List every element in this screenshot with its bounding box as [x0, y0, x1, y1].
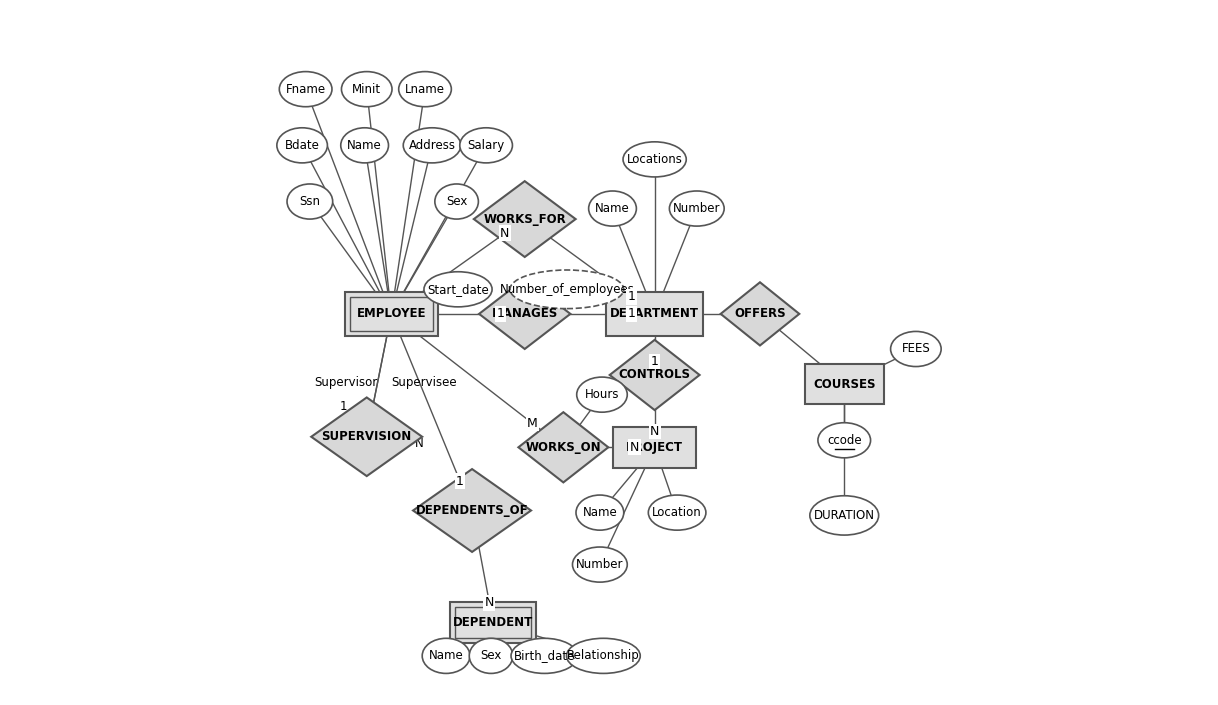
- Ellipse shape: [403, 128, 460, 163]
- FancyBboxPatch shape: [607, 292, 703, 336]
- Text: COURSES: COURSES: [812, 378, 876, 391]
- Text: M: M: [527, 417, 538, 430]
- Text: Start_date: Start_date: [428, 283, 488, 296]
- Ellipse shape: [890, 331, 942, 367]
- Ellipse shape: [576, 377, 627, 412]
- Ellipse shape: [572, 547, 627, 582]
- Text: Name: Name: [429, 649, 464, 663]
- Text: Fname: Fname: [285, 82, 325, 96]
- Ellipse shape: [810, 496, 878, 535]
- Polygon shape: [479, 278, 570, 349]
- Ellipse shape: [510, 270, 624, 309]
- Ellipse shape: [670, 191, 725, 226]
- Text: WORKS_FOR: WORKS_FOR: [484, 213, 566, 226]
- Text: Number_of_employees: Number_of_employees: [499, 283, 635, 296]
- Text: OFFERS: OFFERS: [734, 307, 786, 320]
- Text: Address: Address: [408, 139, 456, 152]
- Ellipse shape: [341, 128, 389, 163]
- Text: EMPLOYEE: EMPLOYEE: [357, 307, 426, 320]
- Ellipse shape: [459, 128, 513, 163]
- Text: Number: Number: [576, 558, 624, 571]
- Polygon shape: [519, 412, 608, 482]
- Polygon shape: [312, 398, 423, 476]
- Ellipse shape: [566, 638, 641, 673]
- Text: 1: 1: [627, 307, 636, 320]
- FancyBboxPatch shape: [613, 427, 695, 467]
- Text: N: N: [485, 596, 495, 609]
- Text: DURATION: DURATION: [814, 509, 875, 522]
- Text: 1: 1: [627, 290, 636, 303]
- Text: PROJECT: PROJECT: [626, 441, 683, 454]
- Ellipse shape: [398, 72, 452, 106]
- Text: CONTROLS: CONTROLS: [619, 369, 691, 381]
- Text: Name: Name: [596, 202, 630, 215]
- Text: N: N: [501, 227, 509, 240]
- Ellipse shape: [818, 423, 871, 458]
- Text: 1: 1: [497, 307, 504, 320]
- Text: SUPERVISION: SUPERVISION: [322, 430, 412, 443]
- Text: Supervisor: Supervisor: [314, 376, 378, 389]
- Text: FEES: FEES: [901, 343, 931, 355]
- Ellipse shape: [423, 638, 470, 673]
- Ellipse shape: [279, 72, 333, 106]
- Text: Lname: Lname: [406, 82, 445, 96]
- Polygon shape: [721, 282, 799, 345]
- Text: Number: Number: [674, 202, 721, 215]
- Text: N: N: [414, 437, 423, 450]
- Ellipse shape: [588, 191, 636, 226]
- Text: Name: Name: [582, 506, 618, 519]
- Text: Birth_date: Birth_date: [514, 649, 575, 663]
- Ellipse shape: [648, 495, 706, 530]
- Text: Relationship: Relationship: [568, 649, 639, 663]
- Text: Bdate: Bdate: [285, 139, 319, 152]
- FancyBboxPatch shape: [345, 292, 437, 336]
- Ellipse shape: [512, 638, 577, 673]
- Polygon shape: [413, 469, 531, 552]
- Text: Hours: Hours: [585, 388, 619, 401]
- Ellipse shape: [424, 271, 492, 307]
- Text: DEPARTMENT: DEPARTMENT: [610, 307, 699, 320]
- Text: Sex: Sex: [446, 195, 468, 208]
- Text: Ssn: Ssn: [300, 195, 320, 208]
- Polygon shape: [474, 181, 576, 257]
- Text: Salary: Salary: [468, 139, 504, 152]
- Text: N: N: [630, 441, 639, 454]
- Ellipse shape: [287, 184, 333, 219]
- Text: ccode: ccode: [827, 434, 861, 447]
- Ellipse shape: [576, 495, 624, 530]
- Ellipse shape: [435, 184, 479, 219]
- Ellipse shape: [469, 638, 513, 673]
- Text: 1: 1: [650, 355, 659, 368]
- Ellipse shape: [341, 72, 392, 106]
- Polygon shape: [610, 340, 699, 410]
- Text: Minit: Minit: [352, 82, 381, 96]
- Text: Sex: Sex: [480, 649, 502, 663]
- Text: 1: 1: [340, 400, 347, 413]
- Text: N: N: [650, 425, 659, 438]
- FancyBboxPatch shape: [805, 364, 883, 405]
- Text: MANAGES: MANAGES: [492, 307, 558, 320]
- Text: Locations: Locations: [627, 153, 682, 166]
- Text: WORKS_ON: WORKS_ON: [525, 441, 602, 454]
- Text: Location: Location: [653, 506, 702, 519]
- Ellipse shape: [624, 142, 686, 177]
- Text: DEPENDENTS_OF: DEPENDENTS_OF: [415, 504, 529, 517]
- Text: 1: 1: [456, 474, 464, 487]
- FancyBboxPatch shape: [451, 603, 536, 643]
- Text: DEPENDENT: DEPENDENT: [453, 616, 533, 630]
- Text: Name: Name: [347, 139, 382, 152]
- Ellipse shape: [276, 128, 328, 163]
- Text: Supervisee: Supervisee: [391, 376, 457, 389]
